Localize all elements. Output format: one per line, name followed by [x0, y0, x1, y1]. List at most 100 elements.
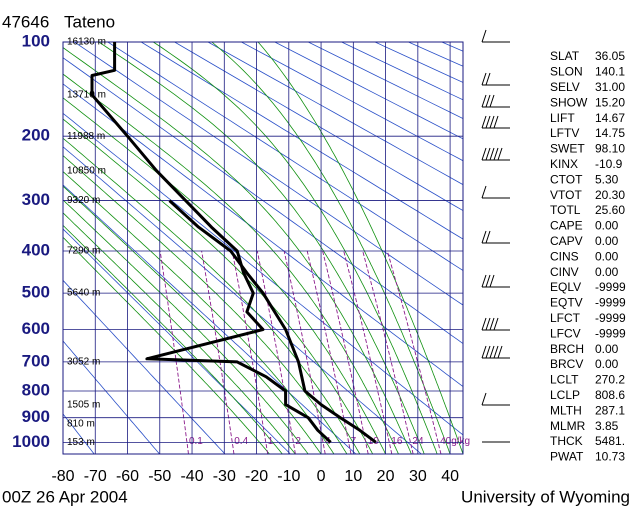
- x-tick-label: -40: [180, 468, 203, 485]
- moist-adiabat: [63, 199, 309, 454]
- index-value: 808.6: [595, 388, 625, 402]
- wind-barb-tick: [485, 147, 491, 161]
- mixing-ratio-line: [201, 250, 235, 454]
- index-value: 25.60: [595, 203, 625, 217]
- footer-source: University of Wyoming: [461, 487, 630, 506]
- index-name: CAPE: [550, 219, 583, 233]
- x-tick-label: 20: [377, 468, 395, 485]
- index-value: 287.1: [595, 403, 625, 417]
- wind-barb-tick: [493, 115, 499, 129]
- y-tick-label: 200: [22, 126, 50, 145]
- index-value: 0.00: [595, 265, 619, 279]
- index-value: 0.00: [595, 234, 619, 248]
- wind-barb-tick: [481, 29, 487, 43]
- index-value: 140.1: [595, 65, 625, 79]
- index-name: CINS: [550, 249, 579, 263]
- index-value: 15.20: [595, 95, 625, 109]
- wind-barb-tick: [481, 317, 487, 331]
- index-value: 31.00: [595, 80, 625, 94]
- y-tick-label: 100: [22, 31, 50, 50]
- dry-adiabat: [308, 42, 463, 120]
- mixing-ratio-line: [362, 250, 414, 454]
- wind-barb-tick: [485, 115, 491, 129]
- index-value: 0.00: [595, 357, 619, 371]
- mixing-ratio-line: [256, 250, 296, 454]
- index-value: -9999: [595, 296, 626, 310]
- wind-barb-tick: [497, 345, 503, 359]
- x-tick-label: -60: [116, 468, 139, 485]
- mixing-ratio-line: [322, 250, 369, 454]
- dry-adiabat: [140, 42, 463, 240]
- dry-adiabat: [63, 279, 226, 454]
- wind-barb-tick: [485, 317, 491, 331]
- x-tick-label: -10: [277, 468, 300, 485]
- dry-adiabat: [63, 340, 160, 454]
- index-value: 5481.: [595, 434, 625, 448]
- index-value: 270.2: [595, 373, 625, 387]
- y-tick-label: 400: [22, 241, 50, 260]
- dry-adiabat: [63, 413, 95, 454]
- index-name: LCLP: [550, 388, 580, 402]
- plot-border: [62, 41, 464, 455]
- x-tick-label: 40: [441, 468, 459, 485]
- index-name: LFCT: [550, 311, 581, 325]
- index-name: LFCV: [550, 326, 581, 340]
- height-label: 9320 m: [67, 195, 100, 206]
- moist-adiabat: [63, 97, 386, 454]
- wind-barb-tick: [481, 274, 487, 288]
- wind-barb-tick: [489, 274, 495, 288]
- moist-adiabat: [63, 118, 374, 454]
- index-value: -9999: [595, 311, 626, 325]
- wind-barb-tick: [481, 72, 487, 86]
- moist-adiabat: [63, 236, 270, 454]
- sounding-trace: [168, 199, 377, 444]
- height-label: 3052 m: [67, 356, 100, 367]
- x-tick-label: -30: [213, 468, 236, 485]
- index-value: -10.9: [595, 157, 623, 171]
- mixing-ratio-line: [386, 250, 442, 454]
- x-tick-label: -70: [84, 468, 107, 485]
- height-label: 10850 m: [67, 165, 106, 176]
- index-value: 14.75: [595, 126, 625, 140]
- x-tick-label: -20: [245, 468, 268, 485]
- wind-barb-tick: [481, 94, 487, 108]
- moist-adiabat: [98, 42, 425, 454]
- wind-barb-tick: [489, 94, 495, 108]
- dry-adiabat: [63, 146, 422, 454]
- mixing-ratio-label: 1: [268, 436, 274, 447]
- height-label: 810 m: [67, 419, 95, 430]
- dry-adiabat: [63, 83, 463, 388]
- dry-adiabat: [63, 228, 291, 454]
- height-label: 16130 m: [67, 37, 106, 48]
- height-label: 5640 m: [67, 288, 100, 299]
- x-tick-label: -80: [51, 468, 74, 485]
- index-name: LIFT: [550, 111, 575, 125]
- wind-barb-tick: [489, 147, 495, 161]
- index-name: CINV: [550, 265, 579, 279]
- height-label: 1505 m: [67, 399, 100, 410]
- wind-barb-tick: [481, 147, 487, 161]
- moist-adiabat: [153, 42, 438, 454]
- index-name: LCLT: [550, 373, 579, 387]
- index-name: LFTV: [550, 126, 579, 140]
- index-name: TOTL: [550, 203, 581, 217]
- wind-barb-tick: [481, 345, 487, 359]
- mixing-ratio-line: [343, 250, 393, 454]
- moist-adiabat: [257, 42, 463, 454]
- plot-foreground: 0.10.4124710162440g/kg-80-70-60-50-40-30…: [12, 29, 626, 485]
- index-name: SHOW: [550, 95, 588, 109]
- mixing-ratio-label: 0.4: [234, 436, 248, 447]
- moist-adiabat: [63, 47, 412, 454]
- index-name: BRCV: [550, 357, 583, 371]
- index-name: MLMR: [550, 419, 586, 433]
- y-tick-label: 1000: [12, 432, 50, 451]
- mixing-ratio-label: 16: [391, 436, 403, 447]
- wind-barb-tick: [481, 392, 487, 406]
- index-name: BRCH: [550, 342, 584, 356]
- y-tick-label: 600: [22, 319, 50, 338]
- index-value: 3.85: [595, 419, 619, 433]
- footer-date: 00Z 26 Apr 2004: [2, 487, 128, 506]
- dry-adiabat: [63, 57, 463, 345]
- mixing-ratio-label: 2: [295, 436, 301, 447]
- wind-barb-tick: [481, 115, 487, 129]
